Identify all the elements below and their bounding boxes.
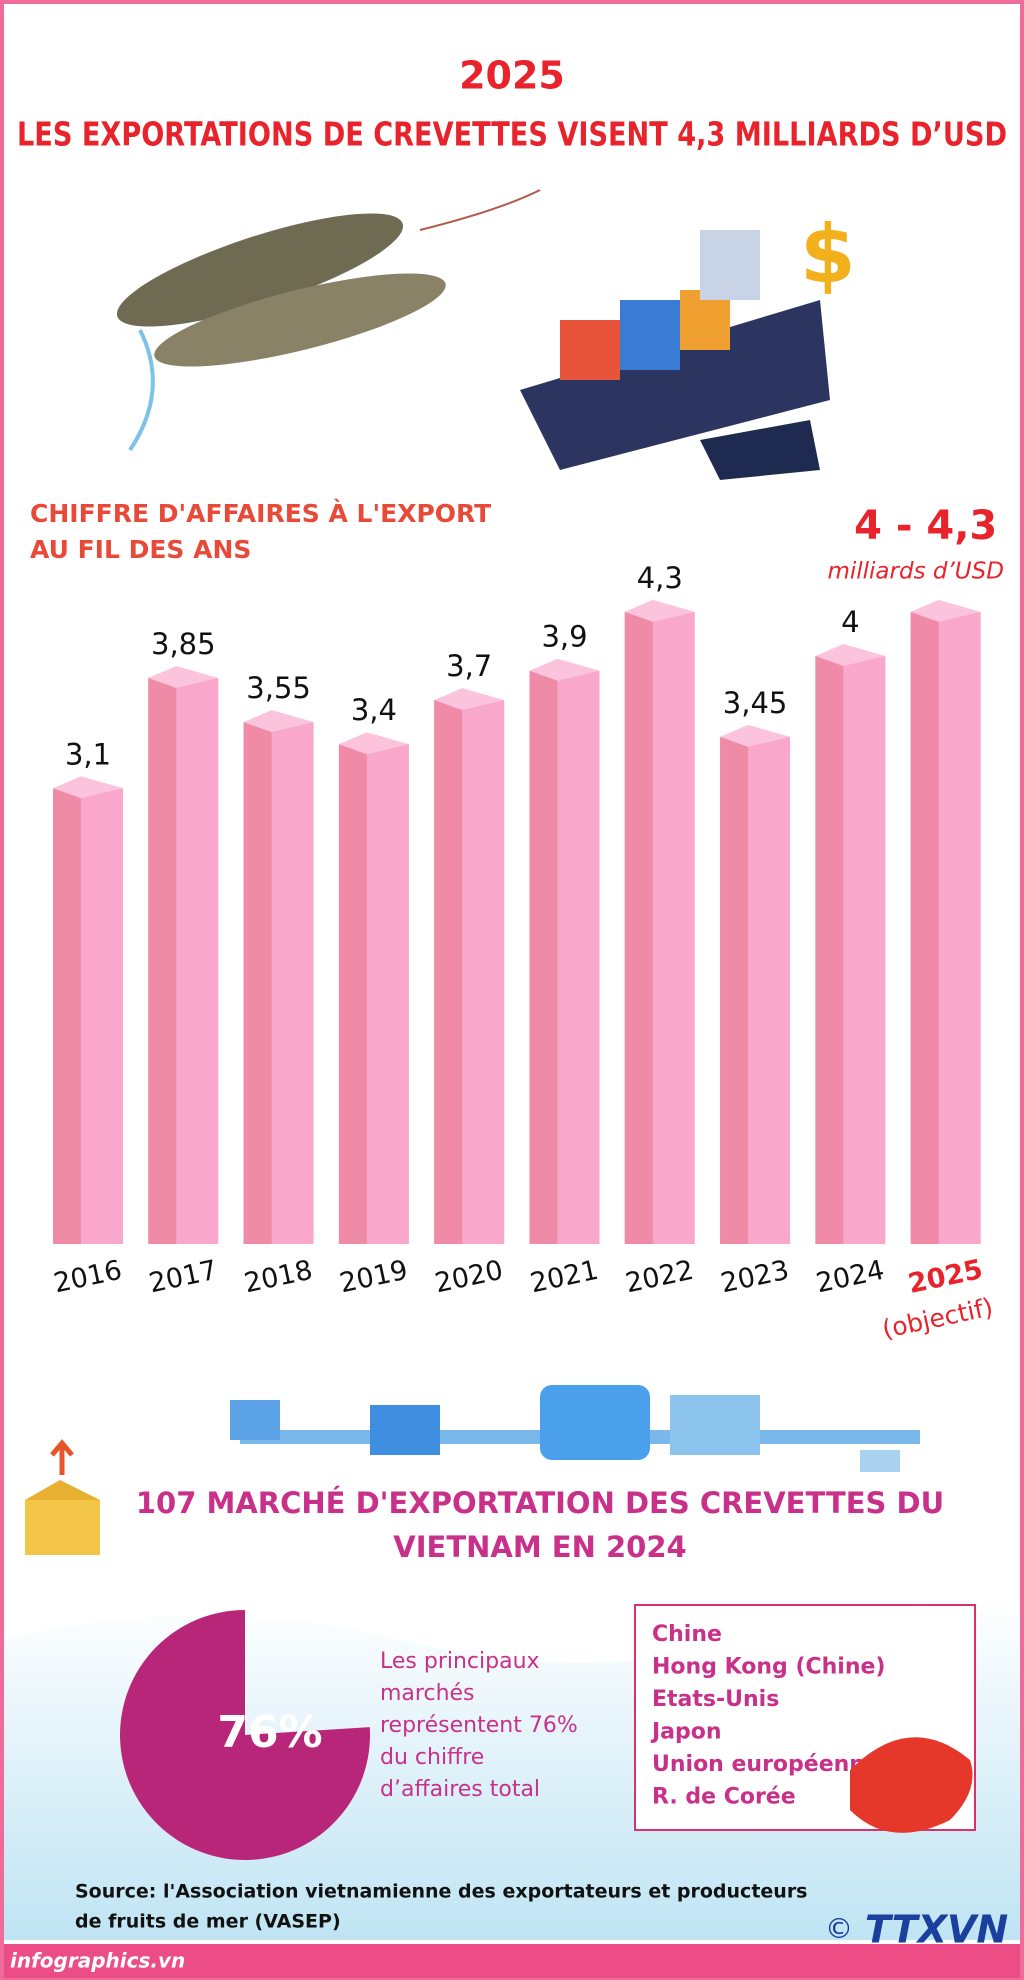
bar-top [720, 724, 791, 747]
market-item: Chine [652, 1622, 722, 1647]
box-icon [25, 1439, 100, 1555]
value-label: 3,85 [151, 627, 216, 661]
value-label: 4 [841, 605, 859, 639]
footer-site: infographics.vn [10, 1949, 185, 1973]
chart-title: CHIFFRE D'AFFAIRES À L'EXPORT [30, 499, 491, 528]
bar-top [148, 666, 219, 689]
markets-description: Les principaux [380, 1649, 540, 1674]
markets-description: du chiffre [380, 1745, 484, 1770]
bar-face [434, 700, 463, 1244]
shrimp-illustration [116, 189, 541, 452]
market-item: R. de Corée [652, 1785, 796, 1810]
value-label: 3,4 [351, 693, 397, 727]
ship-illustration: $ [520, 208, 856, 480]
market-item: Hong Kong (Chine) [652, 1655, 885, 1680]
markets-description: représentent 76% [380, 1713, 578, 1738]
value-label: 3,45 [723, 686, 788, 720]
bar-top [815, 644, 886, 666]
bar-face [243, 722, 272, 1244]
bar-top [529, 658, 600, 681]
bar-top [434, 688, 505, 711]
header-title: LES EXPORTATIONS DE CREVETTES VISENT 4,3… [17, 115, 1007, 154]
bar-top [338, 732, 409, 755]
bar-top [243, 710, 314, 733]
header-year: 2025 [459, 54, 565, 98]
bar-face [720, 736, 749, 1244]
machinery-illustration [230, 1385, 920, 1472]
market-item: Union européenne [652, 1752, 880, 1777]
markets-title: 107 MARCHÉ D'EXPORTATION DES CREVETTES D… [136, 1486, 944, 1520]
bar-face [910, 611, 939, 1244]
bar-top [53, 776, 123, 799]
markets-title: VIETNAM EN 2024 [393, 1530, 686, 1564]
target-label: 4 - 4,3 [854, 503, 997, 549]
bar-face [624, 611, 653, 1244]
bar-face [815, 656, 844, 1244]
bar-face [53, 788, 81, 1244]
market-item: Etats-Unis [652, 1687, 779, 1712]
value-label: 3,1 [65, 737, 111, 771]
footer-bar [4, 1944, 1020, 1978]
bar-face [338, 744, 367, 1244]
svg-text:$: $ [800, 208, 856, 301]
markets-description: d’affaires total [380, 1777, 540, 1802]
bar-face [529, 670, 558, 1244]
pie-slice [120, 1610, 371, 1861]
target-unit: milliards d’USD [827, 559, 1003, 585]
chart-title: AU FIL DES ANS [30, 535, 251, 564]
value-label: 3,9 [541, 620, 587, 654]
markets-section: 107 MARCHÉ D'EXPORTATION DES CREVETTES D… [120, 1486, 976, 1861]
bar-face [148, 678, 177, 1244]
markets-description: marchés [380, 1681, 475, 1706]
chart-area: CHIFFRE D'AFFAIRES À L'EXPORT AU FIL DES … [30, 499, 1004, 1344]
value-label: 3,7 [446, 649, 492, 683]
shrimp-icon [850, 1737, 973, 1833]
source-line: Source: l'Association vietnamienne des e… [75, 1881, 808, 1903]
bar-top [910, 599, 981, 622]
bar-top [624, 599, 695, 622]
market-item: Japon [650, 1720, 722, 1745]
value-label: 4,3 [637, 561, 683, 595]
source-line: de fruits de mer (VASEP) [75, 1911, 341, 1933]
pie-label: 76% [217, 1707, 322, 1758]
value-label: 3,55 [246, 671, 311, 705]
footer-copyright: © [825, 1912, 853, 1945]
footer-agency: TTXVN [865, 1908, 1008, 1952]
